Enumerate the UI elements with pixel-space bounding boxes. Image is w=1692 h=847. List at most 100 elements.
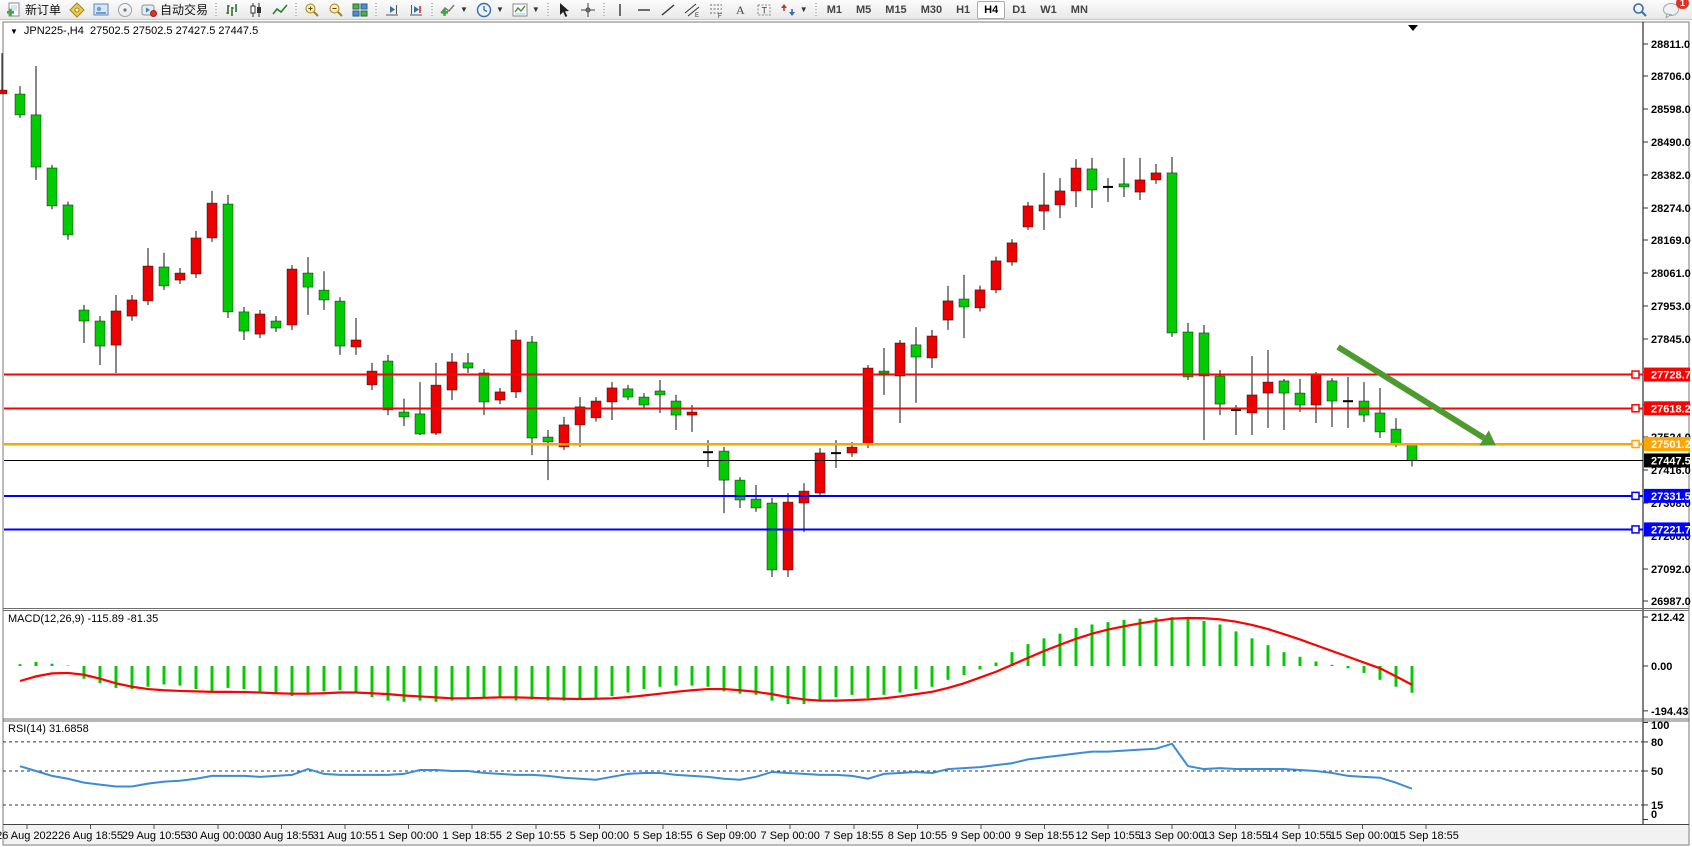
candle-body — [590, 400, 602, 419]
candle-body — [510, 339, 522, 393]
candle-body — [302, 272, 314, 288]
timeframe-h1[interactable]: H1 — [956, 3, 971, 16]
autotrade-button[interactable]: 自动交易 — [137, 0, 212, 20]
equidistant-channel-icon: E — [684, 3, 700, 18]
candle-body — [1070, 167, 1082, 192]
timeframe-h4[interactable]: H4 — [977, 0, 1006, 19]
time-tick-label: 26 Aug 18:55 — [58, 830, 123, 842]
timeframe-m5[interactable]: M5 — [856, 3, 872, 16]
candle-body — [494, 391, 506, 401]
time-tick-label: 30 Aug 00:00 — [185, 830, 250, 842]
market-watch-button[interactable] — [65, 0, 89, 20]
hline-handle[interactable] — [1631, 525, 1640, 534]
trend-arrow-line[interactable] — [1336, 344, 1486, 441]
text-label-icon: T — [757, 4, 771, 15]
trendline-tool-button[interactable] — [656, 0, 680, 20]
new-order-icon — [7, 2, 20, 16]
candle-body — [1310, 373, 1322, 406]
chat-bubble-icon — [1663, 2, 1679, 18]
new-order-button[interactable]: 新订单 — [2, 0, 65, 20]
candle-body — [1246, 394, 1258, 414]
vertical-line-icon — [619, 3, 621, 16]
svg-text:A: A — [736, 3, 745, 17]
horizontal-line-icon — [637, 8, 650, 11]
toolbar-grip — [295, 2, 298, 17]
timeframe-m1[interactable]: M1 — [826, 3, 842, 16]
line-chart-type-button[interactable] — [268, 0, 292, 20]
hline-handle[interactable] — [1631, 491, 1640, 501]
price-tick-label: 28061.0 — [1651, 268, 1691, 280]
chart-shift-icon — [410, 4, 423, 15]
timeframe-m15[interactable]: M15 — [885, 3, 907, 16]
vline-tool-button[interactable] — [608, 0, 632, 20]
candle-body — [0, 89, 8, 95]
candle-body — [574, 406, 586, 426]
hline-tool-button[interactable] — [632, 0, 656, 20]
candle-body — [894, 342, 906, 377]
timeframe-mn[interactable]: MN — [1070, 3, 1088, 16]
candle-body — [254, 313, 266, 335]
candle-body — [1390, 428, 1402, 445]
candle-body — [318, 289, 330, 301]
price-tick-label: 28490.0 — [1651, 137, 1691, 149]
text-tool-button[interactable]: A — [728, 0, 752, 20]
time-tick-label: 29 Aug 10:55 — [122, 830, 187, 842]
channel-tool-button[interactable]: E — [680, 0, 704, 20]
candle-chart-type-button[interactable] — [244, 0, 268, 20]
zoom-out-button[interactable] — [324, 0, 348, 20]
tile-windows-button[interactable] — [348, 0, 372, 20]
toolbar: 新订单 自动交易 — [0, 0, 1692, 20]
templates-button[interactable]: ▼ — [508, 0, 544, 20]
chart-shift-button[interactable] — [404, 0, 428, 20]
signal-button[interactable] — [113, 0, 137, 20]
hline-handle[interactable] — [1631, 404, 1640, 413]
candle-body — [1198, 332, 1210, 377]
auto-scroll-button[interactable] — [380, 0, 404, 20]
candle-body — [542, 436, 554, 443]
cursor-tool-button[interactable] — [552, 0, 576, 20]
candle-body — [862, 367, 874, 446]
time-tick-label: 12 Sep 10:55 — [1075, 830, 1140, 842]
candle-body — [622, 388, 634, 398]
chat-button[interactable]: 1 — [1658, 0, 1689, 20]
bar-chart-type-icon — [226, 3, 237, 16]
price-tick-label: 28382.0 — [1651, 170, 1691, 182]
price-badge-label: 27728.7 — [1651, 370, 1691, 382]
crosshair-icon — [580, 2, 595, 17]
chart-shift-marker[interactable] — [1408, 25, 1418, 31]
time-tick-label: 30 Aug 18:55 — [249, 830, 314, 842]
time-axis-strip — [4, 825, 1688, 844]
timeframe-m30[interactable]: M30 — [920, 3, 943, 16]
chart-menu-triangle[interactable]: ▼ — [10, 27, 18, 36]
price-badge — [1644, 453, 1690, 468]
candle-body — [398, 411, 410, 418]
search-button[interactable] — [1628, 0, 1652, 20]
price-tick-label: 28169.0 — [1651, 235, 1691, 247]
candle-body — [926, 335, 938, 359]
timeframe-d1[interactable]: D1 — [1012, 3, 1027, 16]
toolbar-grip — [431, 2, 434, 17]
candle-body — [654, 390, 666, 396]
trend-arrow-head[interactable] — [1479, 430, 1496, 446]
bar-chart-type-button[interactable] — [220, 0, 244, 20]
periods-button[interactable]: ▼ — [472, 0, 508, 20]
fibonacci-tool-button[interactable]: F — [704, 0, 728, 20]
auto-scroll-icon — [386, 4, 399, 15]
candle-body — [78, 309, 90, 322]
arrows-tool-button[interactable]: ▼ — [776, 0, 812, 20]
candle-body — [1118, 183, 1130, 188]
macd-scale-label: 212.42 — [1651, 612, 1685, 624]
timeframe-w1[interactable]: W1 — [1040, 3, 1057, 16]
rsi-scale-label: 0 — [1651, 809, 1657, 821]
price-badge-label: 27618.2 — [1651, 403, 1691, 415]
label-tool-button[interactable]: T — [752, 0, 776, 20]
hline-handle[interactable] — [1631, 439, 1640, 449]
zoom-in-button[interactable] — [300, 0, 324, 20]
terminal-button[interactable] — [89, 0, 113, 20]
arrow-objects-icon — [780, 3, 795, 16]
indicators-button[interactable]: ▼ — [436, 0, 472, 20]
hline-handle[interactable] — [1631, 370, 1640, 379]
crosshair-tool-button[interactable] — [576, 0, 600, 20]
time-tick-label: 8 Sep 10:55 — [888, 830, 947, 842]
